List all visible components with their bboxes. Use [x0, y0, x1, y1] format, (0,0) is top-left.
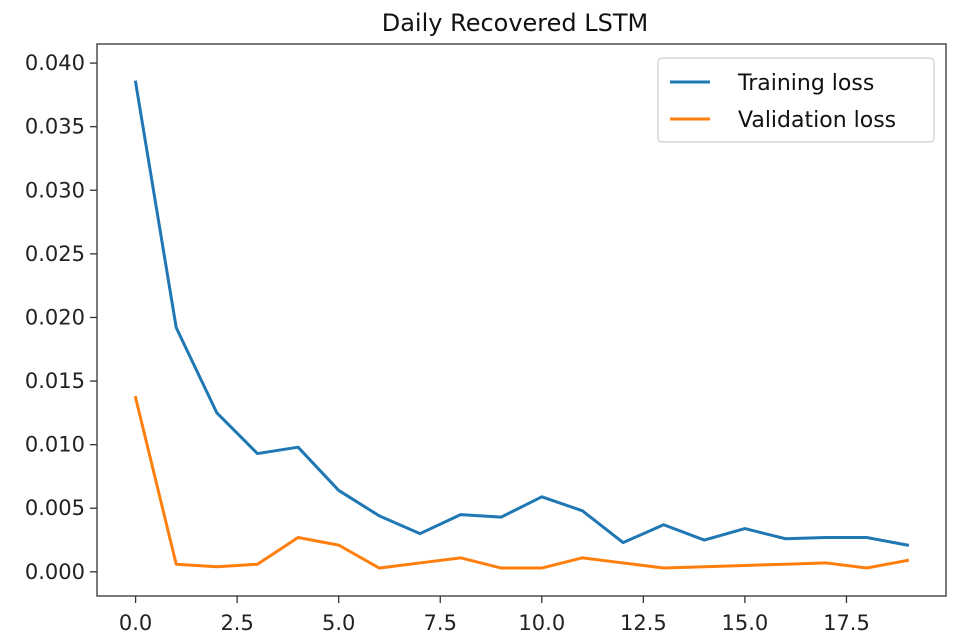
legend-label-training-loss: Training loss [737, 71, 874, 96]
x-tick-label: 17.5 [823, 611, 870, 635]
series-line-training-loss [133, 80, 910, 547]
y-tick-label: 0.030 [25, 178, 85, 202]
y-tick-label: 0.040 [25, 51, 85, 75]
y-tick-label: 0.010 [25, 433, 85, 457]
y-axis: 0.000 0.005 0.010 0.015 0.020 0.025 0.030 0.035… [25, 51, 97, 584]
x-tick-label: 7.5 [424, 611, 457, 635]
x-tick-label: 2.5 [220, 611, 253, 635]
legend-box [657, 57, 935, 143]
legend-label-validation-loss: Validation loss [738, 108, 896, 133]
y-tick-label: 0.005 [25, 496, 85, 520]
x-tick-label: 0.0 [119, 611, 152, 635]
x-tick-label: 15.0 [722, 611, 769, 635]
series-layer [133, 80, 910, 570]
x-axis: 0.0 2.5 5.0 7.5 10.0 12.5 15.0 17.5 [119, 596, 870, 635]
x-tick-label: 10.0 [518, 611, 565, 635]
y-tick-label: 0.015 [25, 369, 85, 393]
y-tick-label: 0.020 [25, 305, 85, 329]
y-tick-label: 0.025 [25, 242, 85, 266]
y-tick-label: 0.000 [25, 560, 85, 584]
chart-title: Daily Recovered LSTM [382, 9, 649, 37]
legend: Training loss Validation loss [657, 57, 935, 143]
x-tick-label: 12.5 [620, 611, 667, 635]
x-tick-label: 5.0 [322, 611, 355, 635]
y-tick-label: 0.035 [25, 115, 85, 139]
series-line-validation-loss [133, 395, 910, 570]
